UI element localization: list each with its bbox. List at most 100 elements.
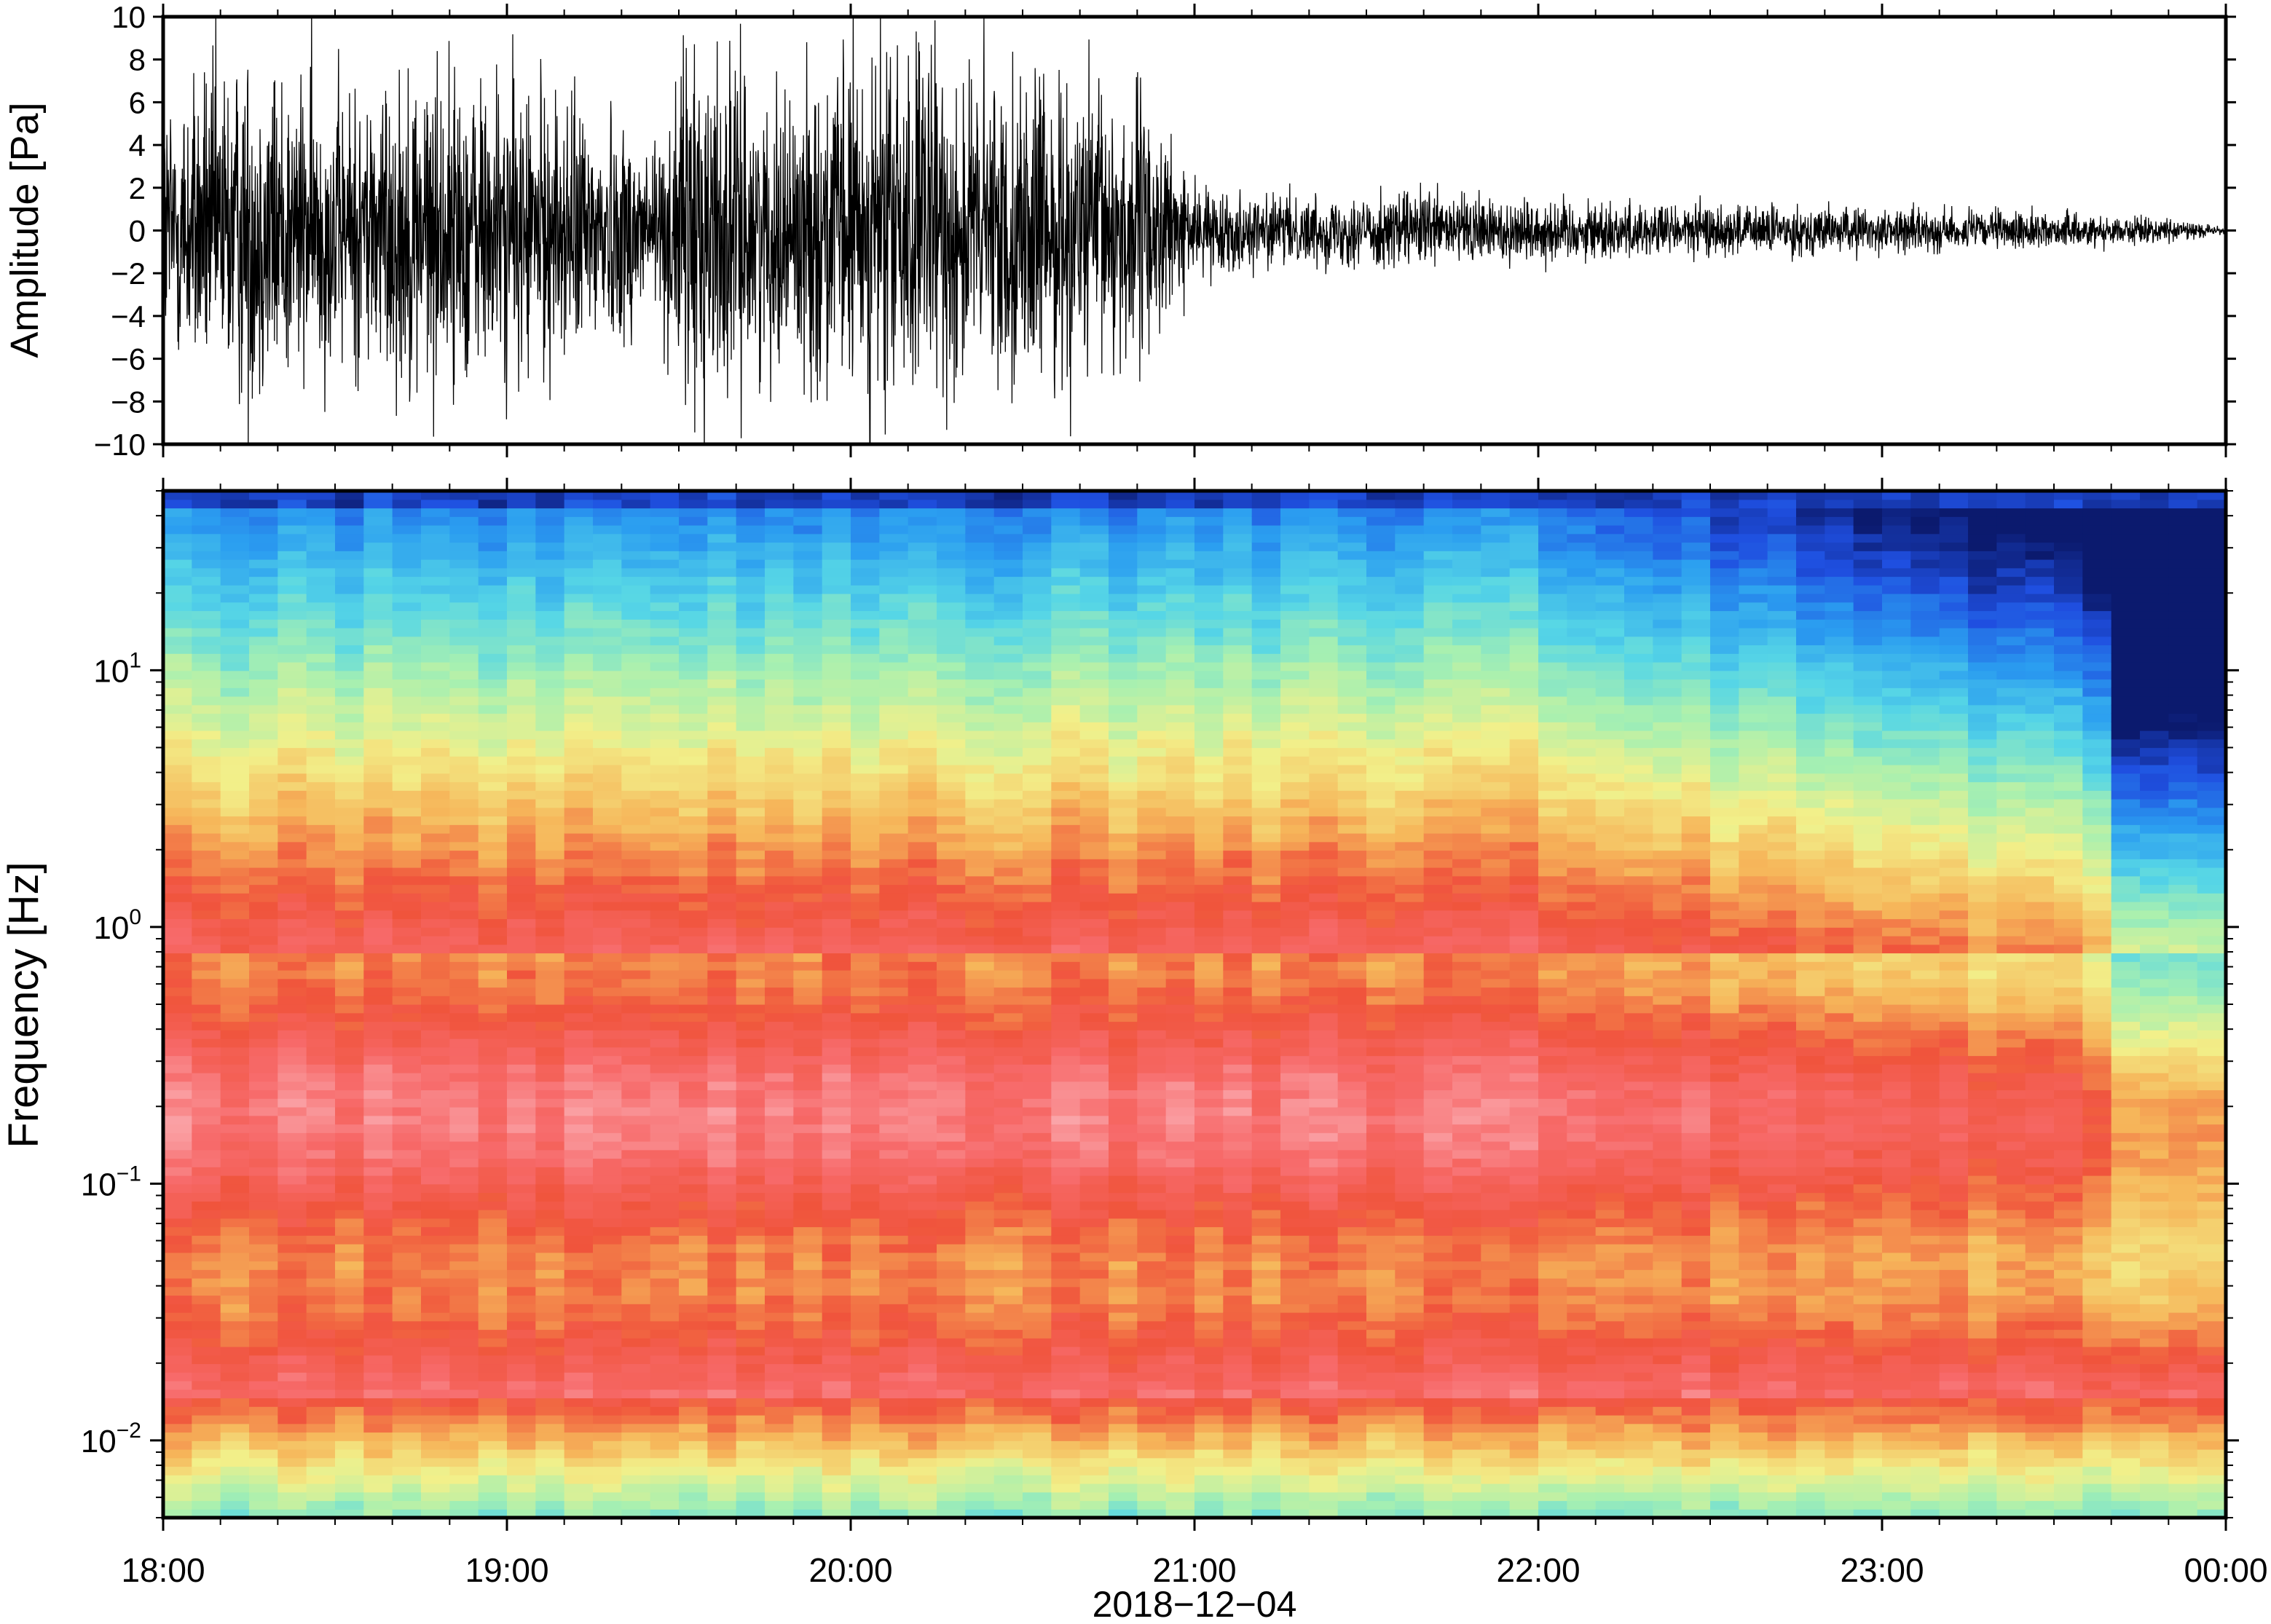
spectrogram-cell (392, 636, 422, 646)
spectrogram-cell (1165, 1046, 1195, 1057)
spectrogram-cell (965, 884, 995, 894)
spectrogram-cell (707, 927, 737, 937)
spectrogram-cell (278, 628, 307, 637)
spectrogram-cell (679, 679, 708, 688)
spectrogram-cell (163, 1398, 192, 1407)
spectrogram-cell (1023, 1423, 1052, 1433)
spectrogram-cell (793, 807, 823, 817)
spectrogram-cell (1194, 551, 1224, 560)
spectrogram-cell (192, 653, 221, 663)
spectrogram-cell (1023, 875, 1052, 886)
spectrogram-cell (621, 756, 651, 765)
spectrogram-cell (335, 576, 364, 586)
spectrogram-cell (306, 1132, 336, 1142)
spectrogram-cell (937, 662, 966, 671)
spectrogram-cell (306, 491, 336, 500)
spectrogram-cell (736, 1491, 765, 1502)
spectrogram-cell (879, 533, 909, 543)
spectrogram-cell (822, 1423, 851, 1433)
spectrogram-cell (650, 927, 680, 937)
spectrogram-cell (220, 1286, 250, 1296)
spectrogram-cell (335, 1440, 364, 1450)
spectrogram-cell (449, 610, 479, 620)
spectrogram-cell (449, 1107, 479, 1116)
spectrogram-cell (851, 542, 880, 551)
spectrogram-cell (822, 1038, 851, 1048)
spectrogram-cell (908, 936, 937, 945)
spectrogram-cell (1137, 1073, 1167, 1082)
spectrogram-cell (1309, 944, 1339, 954)
spectrogram-cell (421, 1175, 450, 1185)
spectrogram-cell (1223, 987, 1253, 996)
spectrogram-cell (593, 1158, 622, 1167)
spectrogram-cell (1137, 756, 1167, 765)
spectrogram-cell (507, 670, 536, 680)
spectrogram-cell (965, 1338, 995, 1347)
spectrogram-cell (163, 1192, 192, 1202)
spectrogram-cell (335, 1406, 364, 1416)
spectrogram-cell (192, 1509, 221, 1518)
spectrogram-cell (507, 1278, 536, 1288)
spectrogram-cell (1251, 1124, 1281, 1133)
spectrogram-cell (564, 1012, 594, 1022)
spectrogram-cell (1251, 1415, 1281, 1424)
spectrogram-cell (507, 790, 536, 800)
spectrogram-cell (1194, 1278, 1224, 1288)
spectrogram-cell (1251, 1304, 1281, 1313)
spectrogram-cell (908, 765, 937, 774)
spectrogram-cell (449, 1226, 479, 1236)
spectrogram-cell (851, 679, 880, 688)
spectrogram-cell (707, 875, 737, 886)
spectrogram-cell (1137, 687, 1167, 697)
spectrogram-cell (449, 781, 479, 791)
spectrogram-cell (965, 1320, 995, 1331)
spectrogram-cell (1109, 1278, 1138, 1288)
spectrogram-cell (1165, 1398, 1195, 1407)
spectrogram-cell (879, 1483, 909, 1493)
spectrogram-cell (765, 576, 794, 586)
spectrogram-cell (1079, 1347, 1109, 1356)
spectrogram-cell (707, 773, 737, 783)
spectrogram-cell (1165, 628, 1195, 637)
spectrogram-cell (335, 1355, 364, 1365)
spectrogram-cell (306, 1046, 336, 1057)
spectrogram-cell (679, 1038, 708, 1048)
spectrogram-cell (650, 525, 680, 535)
spectrogram-cell (564, 1132, 594, 1142)
spectrogram-cell (278, 619, 307, 628)
spectrogram-cell (765, 936, 794, 945)
spectrogram-cell (278, 1475, 307, 1484)
spectrogram-cell (765, 987, 794, 996)
spectrogram-cell (1023, 670, 1052, 680)
spectrogram-cell (163, 645, 192, 654)
spectrogram-cell (879, 1064, 909, 1073)
spectrogram-cell (822, 1244, 851, 1253)
spectrogram-cell (679, 594, 708, 603)
spectrogram-cell (765, 1372, 794, 1381)
spectrogram-cell (1280, 1089, 1310, 1099)
spectrogram-cell (822, 902, 851, 911)
spectrogram-cell (1109, 1210, 1138, 1219)
spectrogram-cell (335, 1389, 364, 1399)
spectrogram-cell (822, 542, 851, 551)
spectrogram-cell (937, 944, 966, 954)
spectrogram-cell (278, 902, 307, 911)
spectrogram-cell (621, 576, 651, 586)
spectrogram-cell (621, 1304, 651, 1313)
spectrogram-cell (1165, 773, 1195, 783)
spectrogram-cell (679, 516, 708, 526)
spectrogram-cell (1165, 551, 1195, 560)
spectrogram-cell (908, 1192, 937, 1202)
spectrogram-cell (192, 1124, 221, 1133)
spectrogram-cell (363, 1312, 393, 1322)
spectrogram-cell (593, 670, 622, 680)
spectrogram-cell (1165, 902, 1195, 911)
spectrogram-cell (765, 567, 794, 578)
spectrogram-cell (1079, 730, 1109, 740)
spectrogram-cell (306, 704, 336, 714)
spectrogram-cell (908, 1038, 937, 1048)
spectrogram-cell (192, 1226, 221, 1236)
spectrogram-cell (1023, 533, 1052, 543)
spectrogram-cell (679, 1347, 708, 1356)
spectrogram-cell (564, 499, 594, 509)
